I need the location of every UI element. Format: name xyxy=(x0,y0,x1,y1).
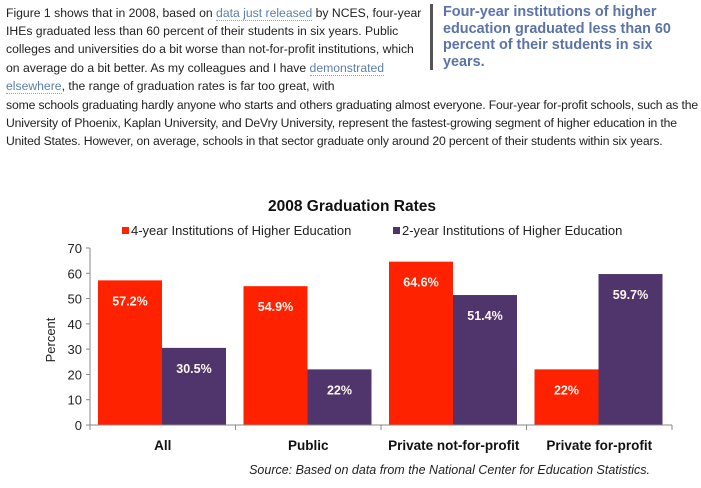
paragraph-text: Figure 1 shows that in 2008, based on xyxy=(6,6,217,20)
legend-label-4-year: 4-year Institutions of Higher Education xyxy=(131,223,351,238)
bar-4-year xyxy=(243,286,308,425)
bar-4-year xyxy=(534,369,599,425)
legend-label-2-year: 2-year Institutions of Higher Education xyxy=(402,223,622,238)
y-tick-label: 10 xyxy=(68,393,82,408)
bar-data-label: 57.2% xyxy=(112,294,147,308)
chart-source: Source: Based on data from the National … xyxy=(249,463,650,477)
bar-2-year xyxy=(307,369,372,425)
y-tick-label: 40 xyxy=(68,317,82,332)
y-tick-label: 70 xyxy=(68,241,82,256)
bar-data-label: 51.4% xyxy=(467,309,502,323)
paragraph-text: , the range of graduation rates is far t… xyxy=(61,78,335,93)
bar-data-label: 54.9% xyxy=(258,300,293,314)
pull-quote: Four-year institutions of higher educati… xyxy=(430,4,688,70)
y-tick-label: 0 xyxy=(75,418,82,433)
y-tick-label: 30 xyxy=(68,342,82,357)
legend-swatch-2-year xyxy=(393,227,400,234)
bar-4-year xyxy=(389,261,453,425)
bar-2-year xyxy=(598,274,663,425)
bar-data-label: 59.7% xyxy=(613,288,648,302)
paragraph-text: by NCES, four-year IHEs graduated less t… xyxy=(6,6,422,75)
demonstrated-elsewhere-link[interactable]: demonstrated elsewhere xyxy=(6,60,385,94)
x-category-label: All xyxy=(154,438,171,453)
article-paragraph-2: some schools graduating hardly anyone wh… xyxy=(6,98,698,149)
legend: 4-year Institutions of Higher Education … xyxy=(122,223,622,238)
y-tick-label: 60 xyxy=(68,266,82,281)
y-tick-label: 50 xyxy=(68,292,82,307)
bar-2-year xyxy=(453,295,517,425)
x-axis: All Public Private not-for-profit Private f… xyxy=(89,424,673,453)
bar-2-year xyxy=(162,347,226,425)
bar-data-label: 64.6% xyxy=(403,276,438,290)
y-axis: 0 10 20 30 40 50 60 70 xyxy=(68,241,91,433)
chart-title: 2008 Graduation Rates xyxy=(268,198,436,215)
article-paragraph-1: Figure 1 shows that in 2008, based on da… xyxy=(6,4,424,95)
bars: 57.2% 54.9% 64.6% 22% 30.5% 22% 51.4% 59.7% xyxy=(98,261,663,425)
graduation-rates-chart: 2008 Graduation Rates 4-year Institution… xyxy=(43,198,673,477)
bar-4-year xyxy=(98,280,162,425)
data-just-released-link[interactable]: data just released xyxy=(216,6,313,21)
x-category-label: Private not-for-profit xyxy=(388,438,520,453)
y-tick-label: 20 xyxy=(68,367,82,382)
x-category-label: Public xyxy=(288,438,329,453)
legend-swatch-4-year xyxy=(122,227,129,234)
bar-data-label: 22% xyxy=(554,383,579,397)
bar-data-label: 30.5% xyxy=(176,362,211,376)
bar-data-label: 22% xyxy=(327,383,352,397)
y-axis-label: Percent xyxy=(43,317,58,362)
x-category-label: Private for-profit xyxy=(546,438,652,453)
